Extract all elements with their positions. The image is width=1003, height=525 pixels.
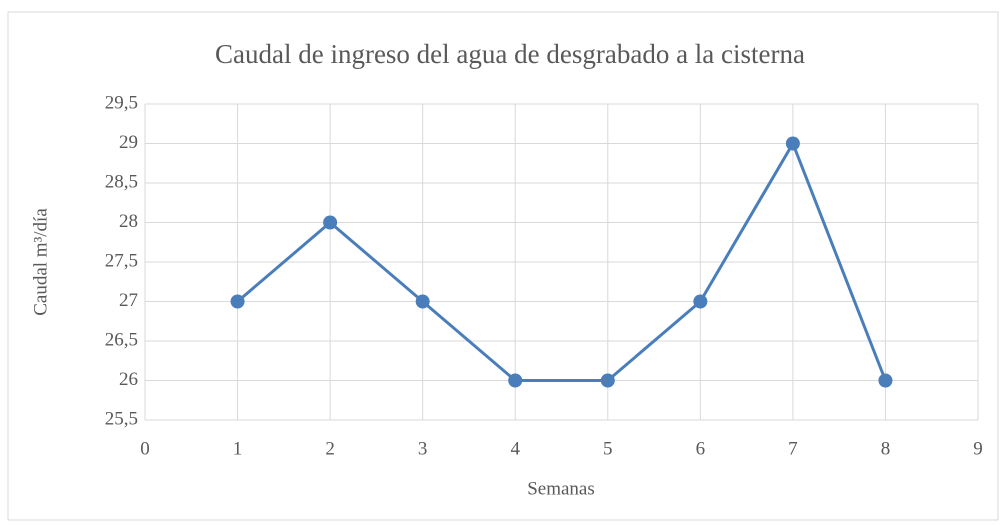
y-tick-label: 27	[119, 290, 138, 311]
y-tick-label: 28,5	[105, 171, 138, 192]
y-tick-label: 26	[119, 369, 138, 390]
chart-border	[7, 11, 999, 521]
y-tick-label: 26,5	[105, 329, 138, 350]
x-tick-label: 6	[696, 438, 706, 459]
y-tick-label: 27,5	[105, 250, 138, 271]
y-tick-label: 29,5	[105, 92, 138, 113]
x-tick-label: 2	[325, 438, 335, 459]
x-tick-label: 3	[418, 438, 428, 459]
x-tick-label: 0	[140, 438, 150, 459]
data-point	[600, 373, 615, 388]
x-tick-label: 4	[510, 438, 520, 459]
data-point	[878, 373, 893, 388]
series-line	[236, 142, 887, 382]
data-point	[508, 373, 523, 388]
x-tick-label: 8	[881, 438, 891, 459]
data-point	[230, 294, 245, 309]
x-axis-label: Semanas	[527, 478, 595, 499]
x-tick-label: 7	[788, 438, 798, 459]
x-tick-label: 5	[603, 438, 613, 459]
data-point	[785, 136, 800, 151]
data-point	[415, 294, 430, 309]
y-axis-label: Caudal m³/día	[30, 208, 51, 316]
y-tick-label: 25,5	[105, 408, 138, 429]
chart-title: Caudal de ingreso del agua de desgrabado…	[215, 39, 805, 69]
x-tick-label: 1	[233, 438, 243, 459]
data-point	[323, 215, 338, 230]
y-tick-label: 29	[119, 132, 138, 153]
y-tick-label: 28	[119, 211, 138, 232]
data-point	[693, 294, 708, 309]
x-tick-label: 9	[973, 438, 983, 459]
